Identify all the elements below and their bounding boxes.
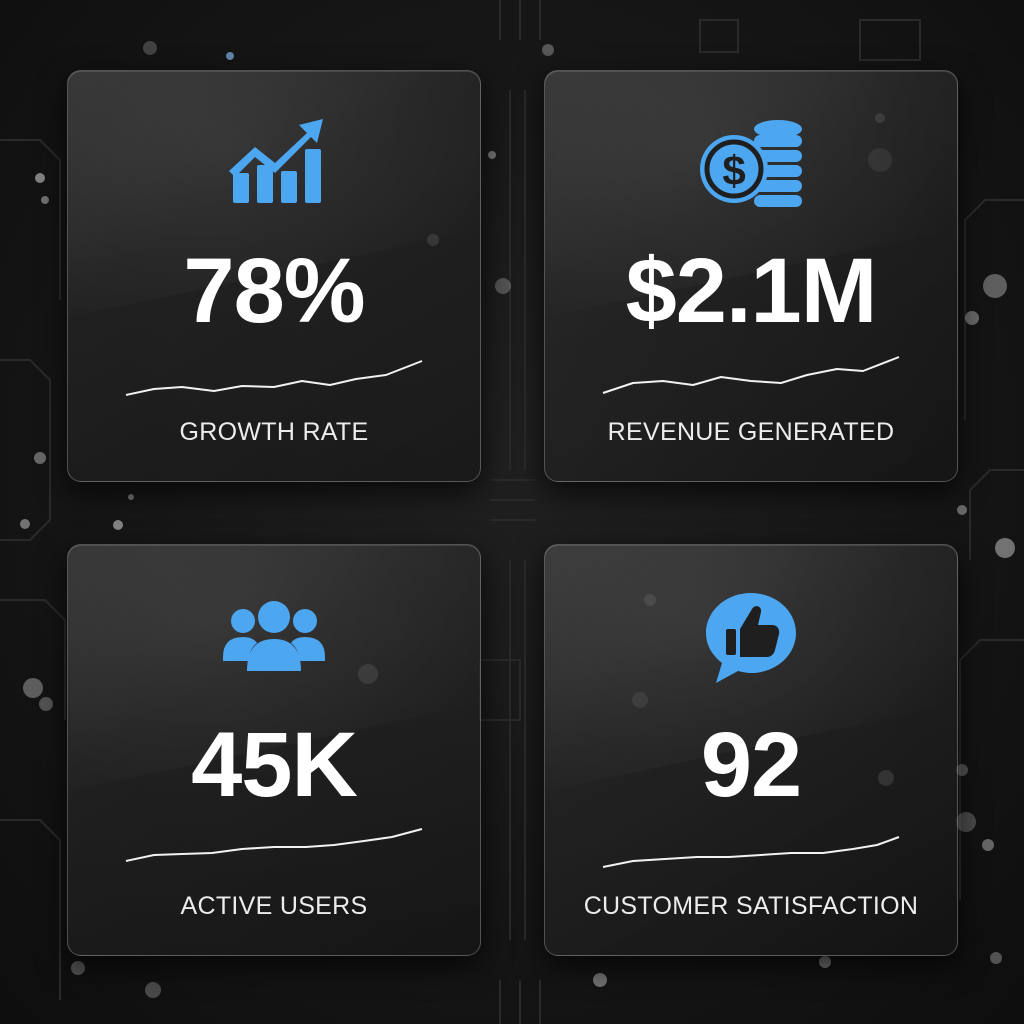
active-users-value: 45K: [191, 714, 358, 816]
customer-satisfaction-card[interactable]: 92 CUSTOMER SATISFACTION: [544, 544, 958, 956]
users-group-icon: [219, 587, 329, 687]
active-users-label: ACTIVE USERS: [180, 892, 368, 920]
svg-text:$: $: [722, 147, 745, 194]
active-users-sparkline: [124, 827, 424, 877]
thumbs-up-chat-icon: [696, 587, 806, 687]
revenue-value: $2.1M: [625, 240, 878, 342]
growth-rate-sparkline: [124, 353, 424, 403]
revenue-card[interactable]: $ $2.1M REVENUE GENERATED: [544, 70, 958, 482]
growth-rate-value: 78%: [183, 240, 365, 342]
active-users-card[interactable]: 45K ACTIVE USERS: [67, 544, 481, 956]
growth-rate-label: GROWTH RATE: [179, 418, 369, 446]
customer-satisfaction-sparkline: [601, 827, 901, 877]
growth-rate-card[interactable]: 78% GROWTH RATE: [67, 70, 481, 482]
customer-satisfaction-label: CUSTOMER SATISFACTION: [583, 892, 919, 920]
revenue-sparkline: [601, 353, 901, 403]
customer-satisfaction-value: 92: [700, 714, 802, 816]
dollar-coins-icon: $: [696, 113, 806, 213]
revenue-label: REVENUE GENERATED: [607, 418, 895, 446]
growth-chart-icon: [219, 113, 329, 213]
